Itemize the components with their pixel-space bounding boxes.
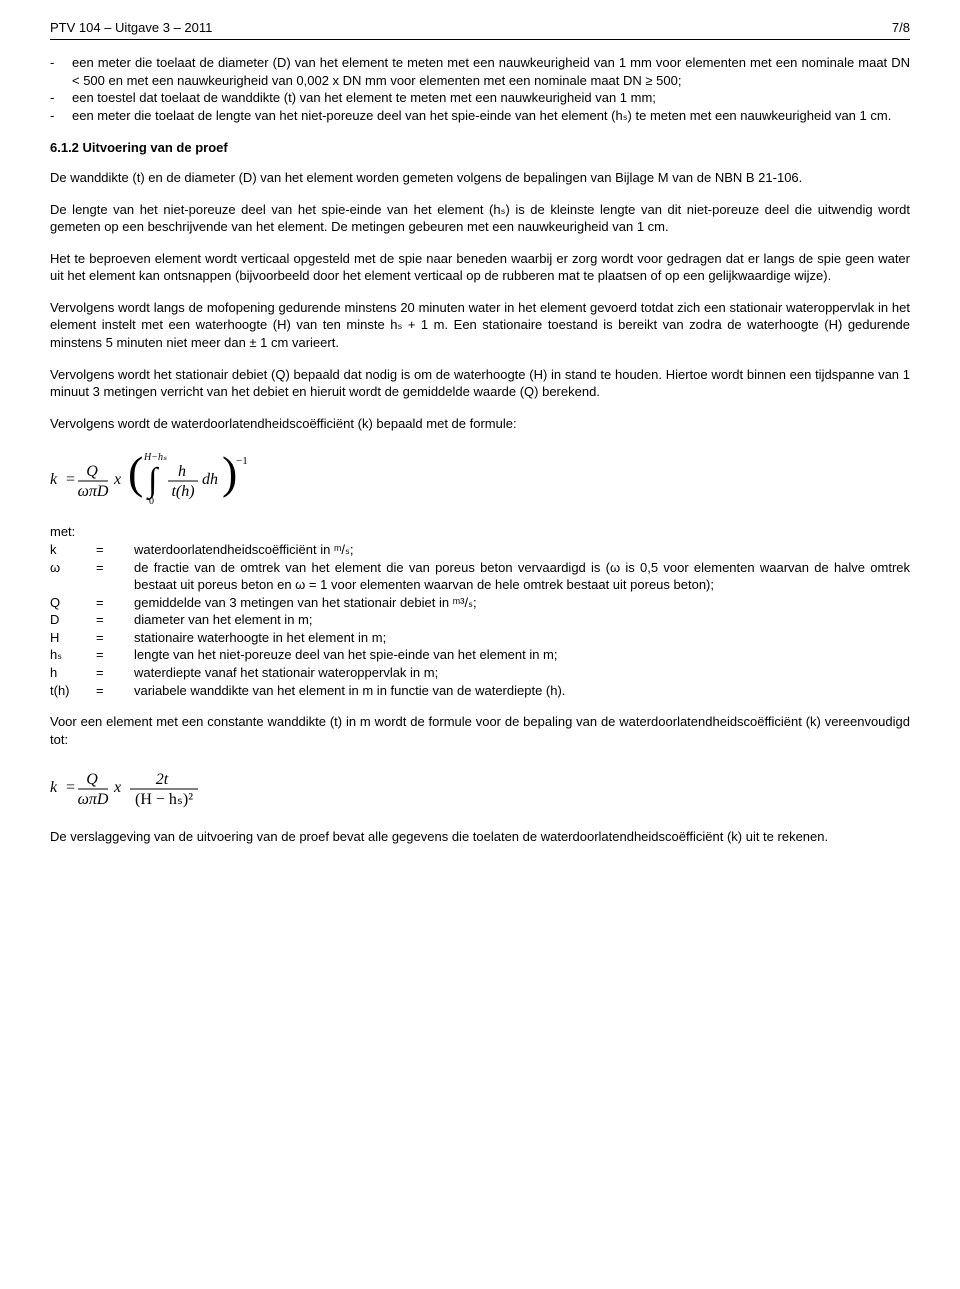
paragraph: De verslaggeving van de uitvoering van d… — [50, 828, 910, 846]
definition-eq: = — [96, 559, 134, 577]
formula-dh: dh — [202, 471, 218, 488]
definition-row: ω = de fractie van de omtrek van het ele… — [50, 559, 910, 594]
paragraph: Voor een element met een constante wandd… — [50, 713, 910, 748]
definition-symbol: h — [50, 664, 96, 682]
formula-h: h — [178, 463, 186, 480]
formula-x: x — [113, 471, 121, 488]
header-left: PTV 104 – Uitgave 3 – 2011 — [50, 20, 212, 35]
integral-upper: H−hₛ — [143, 452, 167, 463]
definition-symbol: t(h) — [50, 682, 96, 700]
definition-row: D = diameter van het element in m; — [50, 611, 910, 629]
definition-row: Q = gemiddelde van 3 metingen van het st… — [50, 594, 910, 612]
definition-desc: lengte van het niet-poreuze deel van het… — [134, 646, 910, 664]
definition-eq: = — [96, 664, 134, 682]
definition-row: k = waterdoorlatendheidscoëfficiënt in ᵐ… — [50, 541, 910, 559]
definition-row: H = stationaire waterhoogte in het eleme… — [50, 629, 910, 647]
definition-symbol: ω — [50, 559, 96, 577]
formula-eq: = — [66, 471, 75, 488]
definition-symbol: k — [50, 541, 96, 559]
intro-bullet-list: - een meter die toelaat de diameter (D) … — [50, 54, 910, 124]
formula-denom: (H − hₛ)² — [135, 791, 193, 808]
page-header: PTV 104 – Uitgave 3 – 2011 7/8 — [50, 20, 910, 35]
formula-omegapiD: ωπD — [78, 483, 109, 500]
definition-desc: waterdoorlatendheidscoëfficiënt in ᵐ/ₛ; — [134, 541, 910, 559]
definition-symbol: D — [50, 611, 96, 629]
definition-symbol: Q — [50, 594, 96, 612]
definition-desc: waterdiepte vanaf het stationair waterop… — [134, 664, 910, 682]
header-right: 7/8 — [892, 20, 910, 35]
definition-met: met: — [50, 524, 910, 539]
definition-eq: = — [96, 594, 134, 612]
definition-symbol: H — [50, 629, 96, 647]
list-item-text: een meter die toelaat de diameter (D) va… — [72, 54, 910, 89]
formula-x: x — [113, 779, 121, 796]
paren-left: ( — [128, 447, 143, 498]
definition-symbol: hₛ — [50, 646, 96, 664]
bullet-dash: - — [50, 107, 72, 125]
paragraph: Het te beproeven element wordt verticaal… — [50, 250, 910, 285]
header-rule — [50, 39, 910, 40]
definition-desc: variabele wanddikte van het element in m… — [134, 682, 910, 700]
formula-2t: 2t — [156, 771, 169, 788]
integral-lower: 0 — [149, 496, 154, 506]
list-item: - een toestel dat toelaat de wanddikte (… — [50, 89, 910, 107]
paragraph: De lengte van het niet-poreuze deel van … — [50, 201, 910, 236]
paragraph: De wanddikte (t) en de diameter (D) van … — [50, 169, 910, 187]
definition-desc: gemiddelde van 3 metingen van het statio… — [134, 594, 910, 612]
definition-desc: diameter van het element in m; — [134, 611, 910, 629]
definition-row: t(h) = variabele wanddikte van het eleme… — [50, 682, 910, 700]
formula-Q: Q — [86, 463, 98, 480]
definition-desc: de fractie van de omtrek van het element… — [134, 559, 910, 594]
paragraph: Vervolgens wordt langs de mofopening ged… — [50, 299, 910, 352]
formula-eq: = — [66, 779, 75, 796]
definition-desc: stationaire waterhoogte in het element i… — [134, 629, 910, 647]
definition-list: met: k = waterdoorlatendheidscoëfficiënt… — [50, 524, 910, 699]
formula-k: k — [50, 471, 58, 488]
list-item-text: een toestel dat toelaat de wanddikte (t)… — [72, 89, 910, 107]
definition-eq: = — [96, 646, 134, 664]
definition-eq: = — [96, 541, 134, 559]
formula-k: k — [50, 779, 58, 796]
formula-exp: −1 — [236, 455, 248, 467]
list-item: - een meter die toelaat de lengte van he… — [50, 107, 910, 125]
bullet-dash: - — [50, 89, 72, 107]
formula-th: t(h) — [171, 483, 194, 500]
definition-eq: = — [96, 611, 134, 629]
bullet-dash: - — [50, 54, 72, 72]
definition-row: h = waterdiepte vanaf het stationair wat… — [50, 664, 910, 682]
definition-row: hₛ = lengte van het niet-poreuze deel va… — [50, 646, 910, 664]
section-heading: 6.1.2 Uitvoering van de proef — [50, 140, 910, 155]
definition-eq: = — [96, 629, 134, 647]
formula-Q: Q — [86, 771, 98, 788]
formula-1: k = Q ωπD x ( ∫ H−hₛ 0 h t(h) dh ) −1 — [50, 446, 910, 506]
paragraph: Vervolgens wordt de waterdoorlatendheids… — [50, 415, 910, 433]
paragraph: Vervolgens wordt het stationair debiet (… — [50, 366, 910, 401]
definition-eq: = — [96, 682, 134, 700]
list-item: - een meter die toelaat de diameter (D) … — [50, 54, 910, 89]
formula-2: k = Q ωπD x 2t (H − hₛ)² — [50, 762, 910, 810]
formula-omegapiD: ωπD — [78, 791, 109, 808]
list-item-text: een meter die toelaat de lengte van het … — [72, 107, 910, 125]
